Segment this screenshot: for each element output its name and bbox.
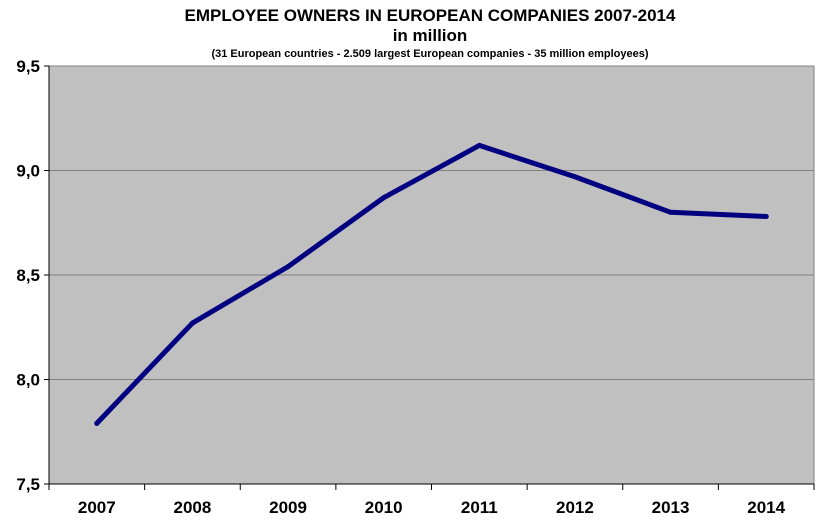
- data-point: [572, 174, 578, 180]
- data-point: [763, 213, 769, 219]
- x-tick-label: 2009: [269, 498, 307, 517]
- y-tick-label: 7,5: [16, 475, 40, 494]
- chart-title: EMPLOYEE OWNERS IN EUROPEAN COMPANIES 20…: [184, 6, 676, 25]
- y-tick-label: 9,5: [16, 57, 40, 76]
- data-point: [285, 264, 291, 270]
- data-point: [476, 142, 482, 148]
- series-line: [94, 142, 769, 426]
- x-tick-label: 2011: [461, 498, 498, 517]
- data-point: [94, 420, 100, 426]
- x-tick-label: 2010: [365, 498, 403, 517]
- y-tick-label: 8,0: [16, 371, 40, 390]
- data-point: [668, 209, 674, 215]
- x-tick-label: 2013: [652, 498, 690, 517]
- data-point: [189, 320, 195, 326]
- chart-title-block: EMPLOYEE OWNERS IN EUROPEAN COMPANIES 20…: [0, 6, 820, 61]
- data-point: [381, 195, 387, 201]
- y-tick-label: 9,0: [16, 162, 40, 181]
- x-tick-label: 2008: [174, 498, 212, 517]
- chart-subtitle: (31 European countries - 2.509 largest E…: [211, 48, 649, 60]
- chart-title-unit: in million: [392, 26, 468, 45]
- y-tick-label: 8,5: [16, 266, 40, 285]
- x-tick-label: 2007: [78, 498, 116, 517]
- x-tick-label: 2014: [747, 498, 785, 517]
- x-tick-label: 2012: [556, 498, 594, 517]
